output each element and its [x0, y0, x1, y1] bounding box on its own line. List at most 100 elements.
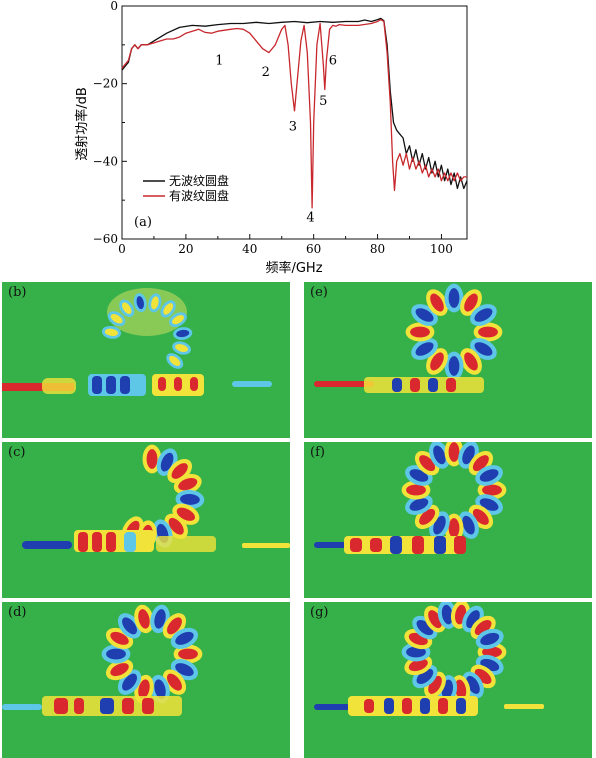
field-lobe [416, 668, 434, 685]
field-panel-b: (b) [2, 282, 290, 438]
field-lobe [110, 631, 129, 645]
field-lobe [462, 515, 475, 535]
field-lobe [163, 303, 174, 315]
field-pattern-f [314, 442, 507, 554]
y-tick-label: −60 [93, 232, 118, 246]
field-lobe [480, 632, 500, 646]
field-lobe [474, 342, 493, 356]
panel-label-g: (g) [310, 605, 329, 620]
series-line-1 [121, 17, 468, 190]
field-lobe [138, 609, 150, 629]
peak-annotation-6: 6 [329, 53, 337, 68]
field-lobe [479, 469, 499, 482]
field-lobe [176, 507, 196, 521]
field-lobe [482, 484, 502, 496]
field-lobe [416, 619, 434, 636]
field-panel-c: (c) [2, 442, 290, 598]
field-lobe [409, 498, 429, 511]
field-lobe [122, 673, 138, 691]
panel-label-f: (f) [310, 445, 325, 460]
panel-label-b: (b) [8, 285, 27, 300]
field-lobe [406, 646, 426, 658]
panel-label-e: (e) [310, 285, 328, 300]
field-lobe [415, 342, 434, 356]
field-pattern-d [2, 604, 203, 716]
field-lobe [410, 326, 430, 338]
field-lobe [122, 617, 138, 635]
field-lobe [136, 296, 145, 310]
field-panel-e: (e) [304, 282, 592, 438]
chart-axes: 0 20 40 60 80 100 0 −20 −40 −60 [93, 0, 468, 256]
field-lobe [178, 648, 198, 660]
field-lobe [448, 442, 460, 462]
x-tick-label: 80 [370, 242, 385, 256]
transmission-chart: 0 20 40 60 80 100 0 −20 −40 −60 1 2 3 4 5 6 (a) 无波纹圆盘 … [74, 0, 468, 276]
field-lobe [169, 355, 181, 366]
series-line-2 [121, 18, 467, 209]
field-lobe [154, 609, 166, 629]
field-lobe [168, 517, 184, 535]
field-lobe [166, 673, 182, 691]
x-tick-label: 40 [242, 242, 257, 256]
field-lobe [408, 658, 428, 672]
field-lobe [441, 604, 453, 625]
field-lobe [122, 302, 132, 315]
field-lobe [472, 508, 489, 525]
field-lobe [146, 449, 158, 469]
field-lobe [455, 679, 467, 700]
field-lobe [180, 493, 200, 505]
field-pattern-c [22, 444, 290, 552]
field-lobe [419, 508, 436, 525]
field-lobe [474, 619, 492, 636]
field-lobe [448, 356, 460, 376]
field-lobe [160, 452, 174, 472]
field-lobe [419, 455, 436, 472]
chart-annotations: 1 2 3 4 5 6 [215, 53, 337, 225]
field-lobe [448, 288, 460, 308]
field-lobe [474, 308, 493, 322]
field-lobe [406, 484, 426, 496]
field-lobe [106, 648, 126, 660]
y-tick-label: −20 [93, 77, 118, 91]
peak-annotation-1: 1 [215, 53, 223, 68]
field-panel-g: (g) [304, 602, 592, 758]
x-axis-label: 频率/GHz [265, 260, 322, 276]
field-lobe [474, 668, 492, 685]
panel-label-d: (d) [8, 605, 27, 620]
y-tick-label: −40 [93, 154, 118, 168]
field-lobe [171, 463, 188, 479]
field-lobe [175, 344, 188, 352]
y-tick-label: 0 [110, 0, 118, 13]
peak-annotation-2: 2 [262, 65, 270, 80]
chart-panel-label: (a) [134, 215, 152, 230]
peak-annotation-5: 5 [319, 94, 327, 109]
field-lobe [110, 314, 123, 324]
field-lobe [482, 646, 502, 658]
field-lobe [430, 293, 444, 312]
field-pattern-e [314, 283, 503, 393]
field-lobe [472, 455, 489, 472]
peak-annotation-4: 4 [306, 211, 314, 226]
x-tick-label: 0 [118, 242, 126, 256]
field-panel-d: (d) [2, 602, 290, 758]
legend-label-series-1: 无波纹圆盘 [169, 173, 229, 188]
field-pattern-g [314, 602, 544, 716]
field-panel-f: (f) [304, 442, 592, 598]
field-lobe [176, 329, 190, 338]
field-lobe [154, 679, 166, 699]
y-axis-label: 透射功率/dB [74, 87, 90, 161]
field-lobe [464, 352, 478, 371]
field-lobe [448, 518, 460, 538]
x-tick-label: 60 [306, 242, 321, 256]
field-lobe [166, 617, 182, 635]
field-lobe [415, 308, 434, 322]
field-lobe [430, 352, 444, 371]
field-lobe [478, 326, 498, 338]
field-lobe [151, 296, 159, 310]
x-tick-label: 20 [178, 242, 193, 256]
legend-label-series-2: 有波纹圆盘 [169, 188, 229, 203]
field-lobe [110, 663, 129, 677]
field-lobe [464, 293, 478, 312]
field-lobe [433, 445, 446, 465]
peak-annotation-3: 3 [289, 119, 297, 134]
